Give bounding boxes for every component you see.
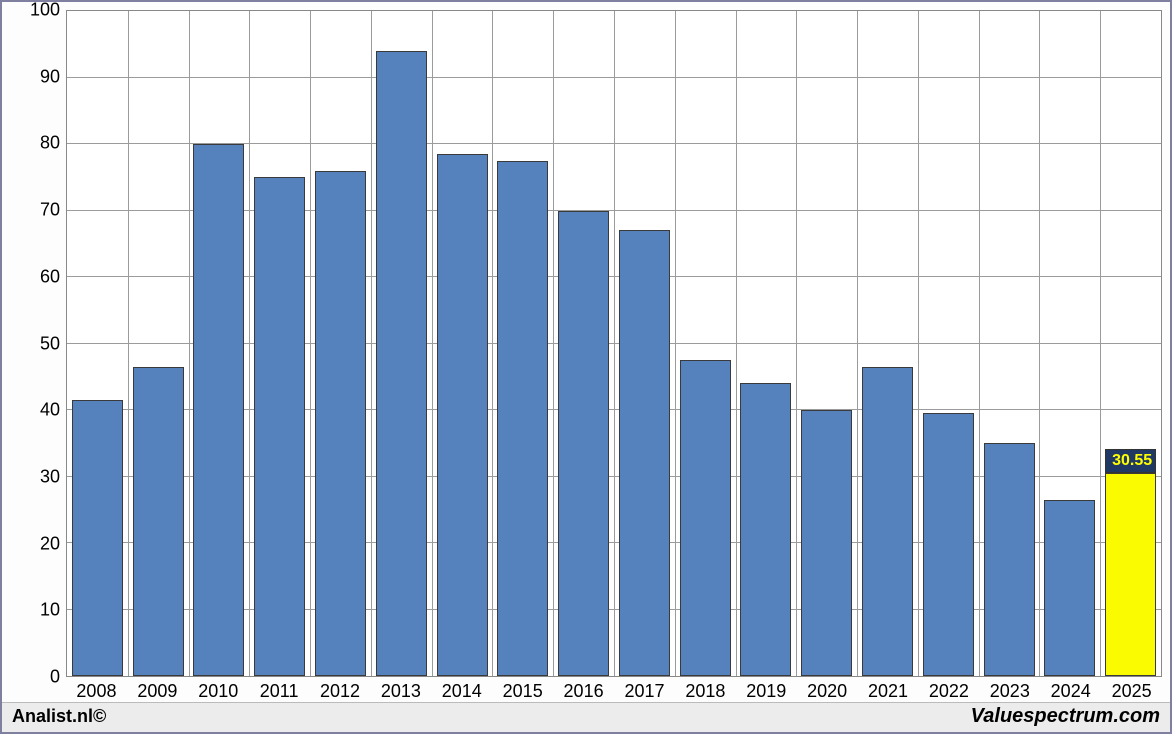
bar (862, 367, 913, 676)
footer-right-credit: Valuespectrum.com (971, 705, 1160, 728)
y-tick-label: 10 (40, 600, 60, 621)
x-tick-label: 2022 (918, 681, 979, 702)
bar (923, 413, 974, 676)
y-tick-label: 20 (40, 533, 60, 554)
bar (254, 177, 305, 676)
footer: Analist.nl© Valuespectrum.com (2, 702, 1170, 732)
y-tick-label: 80 (40, 133, 60, 154)
bar (193, 144, 244, 676)
x-tick-label: 2014 (431, 681, 492, 702)
x-tick-label: 2021 (858, 681, 919, 702)
x-tick-label: 2013 (370, 681, 431, 702)
x-tick-label: 2016 (553, 681, 614, 702)
x-tick-label: 2015 (492, 681, 553, 702)
x-tick-label: 2019 (736, 681, 797, 702)
y-tick-label: 90 (40, 66, 60, 87)
y-axis: 0102030405060708090100 (10, 10, 66, 677)
bar (984, 443, 1035, 676)
plot-area: 30.55 (66, 10, 1162, 677)
x-tick-label: 2024 (1040, 681, 1101, 702)
x-tick-label: 2017 (614, 681, 675, 702)
plot-wrap: 0102030405060708090100 30.55 (2, 2, 1170, 677)
bar (680, 360, 731, 676)
bar (133, 367, 184, 676)
bar (619, 230, 670, 676)
y-tick-label: 70 (40, 200, 60, 221)
bar (72, 400, 123, 676)
chart-container: 0102030405060708090100 30.55 20082009201… (0, 0, 1172, 734)
x-tick-label: 2008 (66, 681, 127, 702)
x-tick-label: 2020 (797, 681, 858, 702)
x-tick-label: 2012 (310, 681, 371, 702)
bar (315, 171, 366, 676)
x-tick-label: 2025 (1101, 681, 1162, 702)
y-tick-label: 40 (40, 400, 60, 421)
y-tick-label: 0 (50, 667, 60, 688)
y-tick-label: 60 (40, 266, 60, 287)
bar (497, 161, 548, 676)
bar (740, 383, 791, 676)
footer-left-credit: Analist.nl© (12, 706, 106, 727)
bar (437, 154, 488, 676)
bar (1105, 473, 1156, 676)
bar (1044, 500, 1095, 676)
y-tick-label: 100 (30, 0, 60, 21)
x-tick-label: 2018 (675, 681, 736, 702)
data-label: 30.55 (1105, 449, 1156, 473)
y-tick-label: 50 (40, 333, 60, 354)
x-tick-label: 2010 (188, 681, 249, 702)
bars-layer: 30.55 (67, 11, 1161, 676)
y-tick-label: 30 (40, 466, 60, 487)
bar (376, 51, 427, 676)
x-tick-label: 2011 (249, 681, 310, 702)
x-tick-label: 2009 (127, 681, 188, 702)
bar (558, 211, 609, 677)
bar (801, 410, 852, 676)
x-tick-label: 2023 (979, 681, 1040, 702)
x-axis: 2008200920102011201220132014201520162017… (2, 677, 1170, 702)
